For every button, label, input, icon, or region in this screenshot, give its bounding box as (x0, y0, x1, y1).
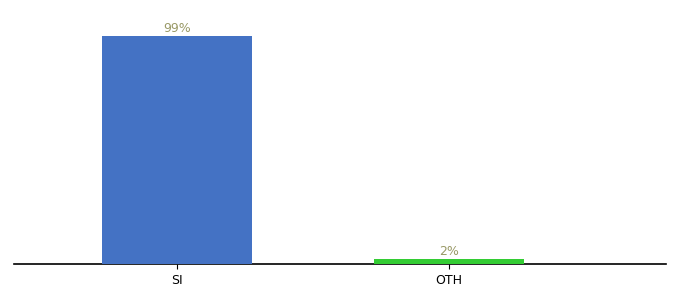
Bar (374, 260, 524, 264)
Bar (102, 36, 252, 264)
Text: 99%: 99% (163, 22, 190, 34)
Text: 2%: 2% (439, 245, 459, 258)
